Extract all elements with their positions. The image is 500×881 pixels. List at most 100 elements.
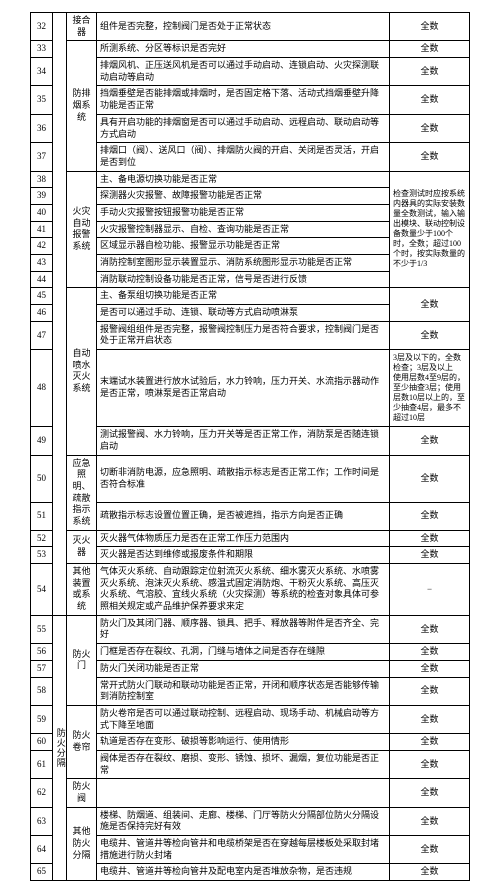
desc: 气体灭火系统、自动跟踪定位射流灭火系统、细水雾灭火系统、水喷雾灭火系统、泡沫灭火… [97, 564, 390, 616]
category-sub: 防排烟系统 [67, 41, 97, 171]
desc: 阀体是否存在裂纹、磨损、变形、锈蚀、损坏、漏烟，复位功能是否正常 [97, 750, 390, 778]
result: 全数 [390, 114, 470, 142]
desc: 测试报警阀、水力铃响，压力开关等是否正常工作，消防泵是否随连锁启动 [97, 427, 390, 455]
desc: 排烟口（阀）、送风口（阀）、排烟防火阀的开启、关闭是否灵活，开启是否到位 [97, 143, 390, 171]
row-num: 41 [31, 221, 53, 238]
row-num: 35 [31, 86, 53, 114]
desc: 疏散指示标志设置位置正确，是否被遮挡，指示方向是否正确 [97, 502, 390, 530]
row-num: 39 [31, 188, 53, 205]
row-num: 36 [31, 114, 53, 142]
row-num: 45 [31, 288, 53, 305]
result: 全数 [390, 750, 470, 778]
row-num: 63 [31, 807, 53, 835]
row-num: 48 [31, 350, 53, 427]
desc: 挡烟垂壁是否能排烟或排烟时，是否固定格下落、活动式挡烟垂壁升降功能是否正常 [97, 86, 390, 114]
row-num: 37 [31, 143, 53, 171]
desc: 电缆井、管道井等检向管井和电缆桥架是否在穿越每层楼板处采取封堵措施进行防火封堵 [97, 836, 390, 864]
row-num: 50 [31, 455, 53, 502]
row-num: 53 [31, 547, 53, 564]
result: 全数 [390, 58, 470, 86]
desc: 电缆井、管道井等检向管井及配电室内是否堆放杂物，是否违规 [97, 864, 390, 881]
desc: 防火卷帘是否可以通过联动控制、远程启动、现场手动、机械启动等方式下降至地面 [97, 705, 390, 733]
desc: 具有开启功能的排烟窗是否可以通过手动启动、远程启动、联动启动等方式启动 [97, 114, 390, 142]
row-num: 46 [31, 305, 53, 322]
row-num: 56 [31, 644, 53, 661]
row-num: 65 [31, 864, 53, 881]
row-num: 49 [31, 427, 53, 455]
category-sub: 自动喷水灭火系统 [67, 288, 97, 455]
row-num: 42 [31, 238, 53, 255]
result: 全数 [390, 660, 470, 677]
desc: 末端试水装置进行放水试验后，水力铃响，压力开关、水流指示器动作是否正常，喷淋泵是… [97, 350, 390, 427]
desc: 手动火灾报警按钮报警功能是否正常 [97, 204, 390, 221]
desc: 灭火器气体物质压力是否在正常工作压力范围内 [97, 530, 390, 547]
result: 全数 [390, 615, 470, 643]
result: 全数 [390, 41, 470, 58]
desc: 门框是否存在裂纹、孔洞，门缝与墙体之间是否存在缝隙 [97, 644, 390, 661]
desc: 消防控制室图形显示装置显示、消防系统图形显示功能是否正常 [97, 255, 390, 272]
row-num: 33 [31, 41, 53, 58]
result: 全数 [390, 455, 470, 502]
desc: 切断非消防电源，应急照明、疏散指示标志是否正常工作；工作时间是否符合标准 [97, 455, 390, 502]
desc: 常开式防火门联动和联动功能是否正常，开闭和顺序状态是否能够传输到消防控制室 [97, 677, 390, 705]
desc: 排烟风机、正压送风机是否可以通过手动启动、连锁启动、火灾探测联动启动等启动 [97, 58, 390, 86]
result: 全数 [390, 779, 470, 807]
desc: 灭火器是否达到维修或报废条件和期限 [97, 547, 390, 564]
result: − [390, 564, 470, 616]
result-note: 3层及以下的，全数检查；3层及以上 使用层数4至9层的，至少抽查3层；使用层数1… [390, 350, 470, 427]
result: 全数 [390, 427, 470, 455]
row-num: 51 [31, 502, 53, 530]
desc: 所测系统、分区等标识是否完好 [97, 41, 390, 58]
row-num: 57 [31, 660, 53, 677]
result: 全数 [390, 734, 470, 751]
desc: 报警阀组组件是否完整，报警阀控制压力是否符合要求，控制阀门是否处于正常开启状态 [97, 321, 390, 349]
result: 全数 [390, 547, 470, 564]
row-num: 32 [31, 13, 53, 41]
result: 全数 [390, 807, 470, 835]
result: 全数 [390, 644, 470, 661]
row-num: 34 [31, 58, 53, 86]
row-num: 40 [31, 204, 53, 221]
category-main: 防火分隔 [53, 615, 67, 880]
desc: 轨道是否存在变形、破损等影响运行、使用情形 [97, 734, 390, 751]
category-sub: 接合器 [67, 13, 97, 41]
desc: 区域显示器自检功能、报警显示功能是否正常 [97, 238, 390, 255]
desc [97, 779, 390, 807]
category-sub: 防火门 [67, 615, 97, 705]
desc: 消防联动控制设备功能是否正常，信号是否进行反馈 [97, 271, 390, 288]
category-sub: 防火卷帘 [67, 705, 97, 778]
desc: 是否可以通过手动、连锁、联动等方式启动喷淋泵 [97, 305, 390, 322]
row-num: 54 [31, 564, 53, 616]
category-sub: 防火阀 [67, 779, 97, 807]
row-num: 38 [31, 171, 53, 188]
row-num: 58 [31, 677, 53, 705]
desc: 火灾报警控制器显示、自检、查询功能是否正常 [97, 221, 390, 238]
desc: 探测器火灾报警、故障报警功能是否正常 [97, 188, 390, 205]
result: 全数 [390, 288, 470, 321]
desc: 主、备泵组切换功能是否正常 [97, 288, 390, 305]
category-sub: 其他装置或系统 [67, 564, 97, 616]
row-num: 43 [31, 255, 53, 272]
result: 全数 [390, 677, 470, 705]
row-num: 64 [31, 836, 53, 864]
row-num: 44 [31, 271, 53, 288]
result-note: 检查测试时应按系统内器具的实际安装数量全数测试，输入输出模块、联动控制设备数量少… [390, 171, 470, 288]
desc: 主、备电源切换功能是否正常 [97, 171, 390, 188]
category-sub: 灭火器 [67, 530, 97, 563]
result: 全数 [390, 530, 470, 547]
result: 全数 [390, 836, 470, 864]
result: 全数 [390, 864, 470, 881]
result: 全数 [390, 502, 470, 530]
inspection-table: 32 接合器 组件是否完整，控制阀门是否处于正常状态 全数 33 防排烟系统 所… [30, 12, 470, 881]
desc: 组件是否完整，控制阀门是否处于正常状态 [97, 13, 390, 41]
desc: 防火门及其闭门器、顺序器、锁具、把手、释放器等附件是否齐全、完好 [97, 615, 390, 643]
result: 全数 [390, 86, 470, 114]
row-num: 47 [31, 321, 53, 349]
category-sub: 其他防火分隔 [67, 807, 97, 880]
category-main [53, 13, 67, 616]
category-sub: 火灾自动报警系统 [67, 171, 97, 288]
category-sub: 应急照明、疏散指示系统 [67, 455, 97, 530]
row-num: 61 [31, 750, 53, 778]
row-num: 55 [31, 615, 53, 643]
row-num: 62 [31, 779, 53, 807]
